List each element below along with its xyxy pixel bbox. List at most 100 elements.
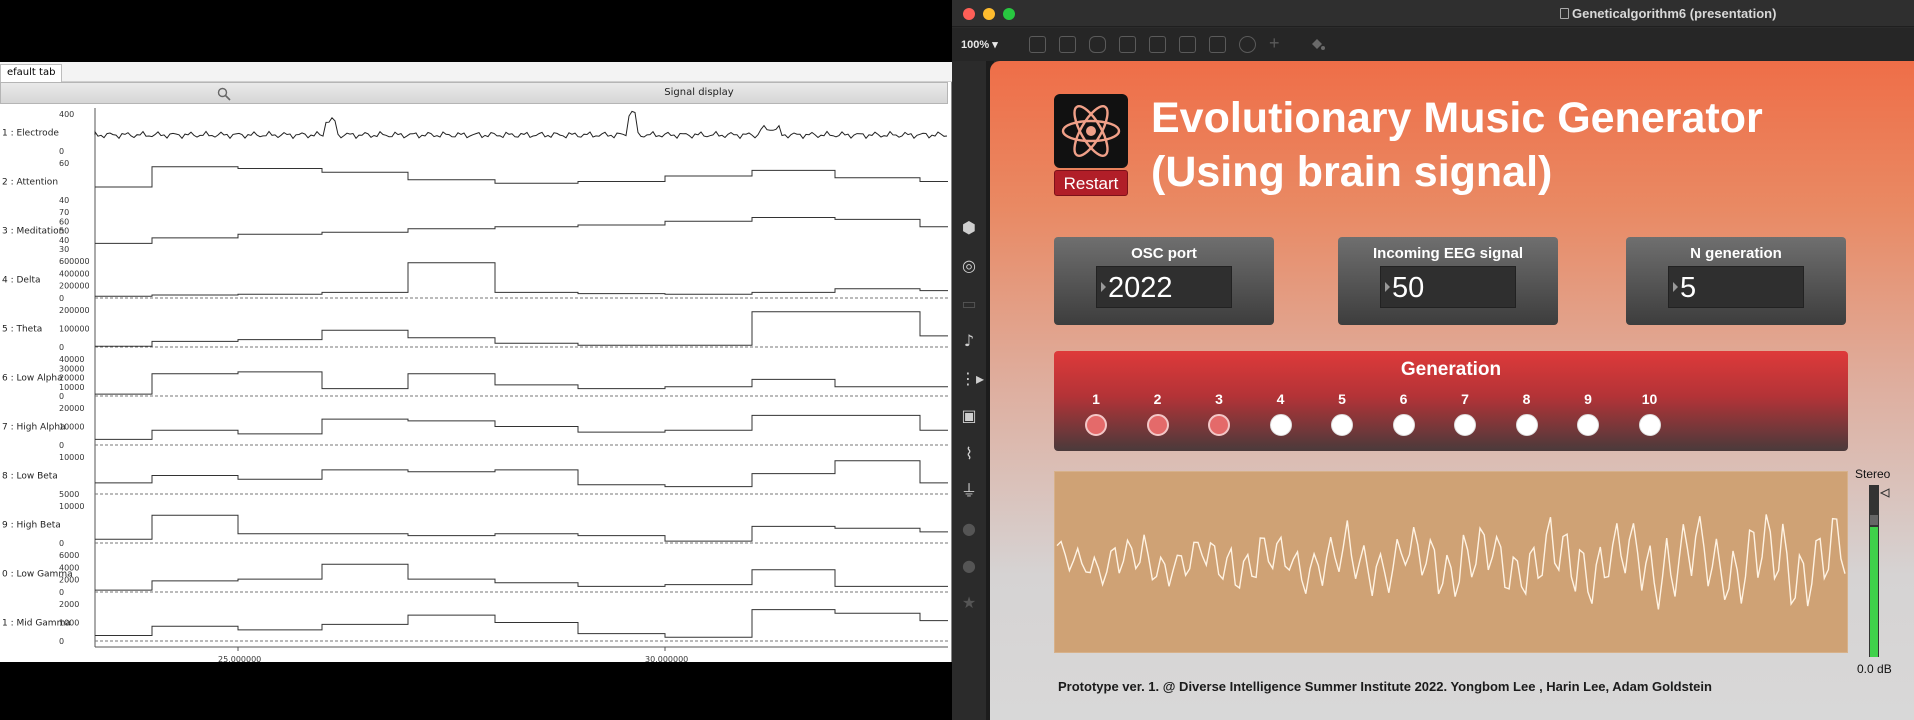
magnifier-icon[interactable]: [216, 86, 232, 102]
incoming-eeg-value: 50: [1392, 272, 1425, 304]
audio-waveform-trace: [1056, 514, 1846, 610]
app-title-line1: Evolutionary Music Generator: [1151, 94, 1763, 142]
link-icon[interactable]: ●: [962, 556, 976, 575]
channel-label: 1 : Mid Gamma: [2, 619, 71, 629]
presentation-panel: Restart Evolutionary Music Generator (Us…: [990, 61, 1914, 720]
y-tick-label: 1000: [59, 619, 79, 628]
generation-led: [1085, 414, 1107, 436]
y-tick-label: 60: [59, 217, 69, 226]
generation-step-label: 1: [1092, 391, 1100, 407]
y-tick-label: 0: [59, 392, 64, 401]
level-meter[interactable]: [1867, 485, 1891, 657]
channel-label: 8 : Low Beta: [2, 472, 58, 482]
zoom-window-button[interactable]: [1003, 8, 1015, 20]
n-generation-box: N generation 5: [1626, 237, 1846, 325]
title-bar: Geneticalgorithm6 (presentation): [952, 0, 1914, 27]
generation-step-label: 7: [1461, 391, 1469, 407]
channel-trace: [95, 563, 948, 591]
channel-label: 3 : Meditation: [2, 227, 64, 237]
play-list-icon[interactable]: ⋮▸: [960, 369, 985, 388]
signal-display-title: Signal display: [664, 87, 734, 98]
incoming-eeg-number-box[interactable]: 50: [1380, 266, 1516, 308]
channel-label: 7 : High Alpha: [2, 423, 66, 433]
cube-icon[interactable]: ⬢: [962, 218, 976, 237]
restart-button[interactable]: Restart: [1054, 170, 1128, 196]
osc-port-number-box[interactable]: 2022: [1096, 266, 1232, 308]
plug-icon[interactable]: ⏚: [960, 481, 977, 500]
image-icon[interactable]: ▣: [961, 406, 977, 425]
osc-port-label: OSC port: [1131, 245, 1197, 262]
generation-step-label: 4: [1276, 391, 1285, 407]
channel-label: 0 : Low Gamma: [2, 570, 73, 580]
y-tick-label: 10000: [59, 502, 84, 511]
y-tick-label: 30000: [59, 364, 84, 373]
zoom-level-dropdown[interactable]: 100% ▾: [961, 39, 998, 51]
y-tick-label: 40: [59, 236, 69, 245]
y-tick-label: 200000: [59, 282, 90, 291]
waveform-scope: [1054, 471, 1848, 653]
button-object-icon[interactable]: [1149, 36, 1166, 53]
y-tick-label: 2000: [59, 600, 79, 609]
y-tick-label: 10000: [59, 453, 84, 462]
generation-step-label: 2: [1153, 391, 1162, 407]
film-icon[interactable]: ▭: [961, 294, 977, 313]
y-tick-label: 60: [59, 159, 69, 168]
presentation-icon[interactable]: [1029, 36, 1046, 53]
default-tab[interactable]: efault tab: [0, 64, 63, 82]
channel-trace: [95, 609, 948, 638]
number-arrow-icon: [1385, 282, 1390, 292]
y-tick-label: 20000: [59, 404, 84, 413]
window-title: Geneticalgorithm6 (presentation): [1572, 6, 1777, 21]
app-title-line2: (Using brain signal): [1151, 148, 1553, 196]
minimize-window-button[interactable]: [983, 8, 995, 20]
object-icon[interactable]: [1059, 36, 1076, 53]
channel-trace: [95, 166, 948, 188]
y-tick-label: 5000: [59, 490, 79, 499]
stereo-label: Stereo: [1855, 467, 1891, 481]
y-tick-label: 10000: [59, 383, 84, 392]
generation-step-label: 8: [1522, 391, 1531, 407]
number-arrow-icon: [1101, 282, 1106, 292]
n-generation-number-box[interactable]: 5: [1668, 266, 1804, 308]
close-window-button[interactable]: [963, 8, 975, 20]
y-tick-label: 0: [59, 588, 64, 597]
signal-tab-bar: efault tab: [0, 62, 952, 82]
clear-icon[interactable]: [1119, 36, 1136, 53]
y-tick-label: 50: [59, 227, 69, 236]
slider-icon[interactable]: [1209, 36, 1226, 53]
target-icon[interactable]: ◎: [962, 256, 976, 275]
generation-led: [1638, 414, 1661, 436]
channel-trace: [95, 371, 948, 395]
y-tick-label: 0: [59, 343, 64, 352]
channel-trace: [95, 460, 948, 488]
circle-icon[interactable]: ●: [962, 519, 976, 538]
generation-led: [1146, 414, 1169, 436]
plus-icon[interactable]: +: [1269, 33, 1280, 53]
star-icon[interactable]: ★: [961, 593, 977, 612]
y-tick-label: 200000: [59, 306, 90, 315]
bucket-icon[interactable]: [1309, 36, 1326, 53]
channel-label: 2 : Attention: [2, 178, 58, 188]
music-note-icon[interactable]: ♪: [963, 331, 975, 350]
generation-panel: Generation 1 2 3 4 5 6 7 8 9 10: [1054, 351, 1848, 451]
osc-port-box: OSC port 2022: [1054, 237, 1274, 325]
y-tick-label: 0: [59, 294, 64, 303]
generation-led: [1577, 414, 1599, 436]
generation-step-label: 10: [1641, 391, 1658, 407]
comment-icon[interactable]: [1089, 36, 1106, 53]
n-generation-label: N generation: [1690, 245, 1782, 262]
generation-led: [1208, 414, 1230, 436]
paperclip-icon[interactable]: ⌇: [965, 444, 973, 463]
channel-label: 5 : Theta: [2, 325, 42, 335]
left-sidebar: ⬢ ◎ ▭ ♪ ⋮▸ ▣ ⌇ ⏚ ● ● ★: [952, 61, 986, 720]
atom-icon: [1061, 105, 1121, 157]
x-tick-label: 25.000000: [218, 655, 261, 662]
generation-title: Generation: [1400, 359, 1502, 380]
generation-step-label: 5: [1338, 391, 1346, 407]
generation-led: [1454, 414, 1476, 436]
channel-label: 9 : High Beta: [2, 521, 61, 531]
y-tick-label: 0: [59, 147, 64, 156]
dial-icon[interactable]: [1239, 36, 1256, 53]
message-icon[interactable]: [1179, 36, 1196, 53]
y-tick-label: 600000: [59, 257, 90, 266]
